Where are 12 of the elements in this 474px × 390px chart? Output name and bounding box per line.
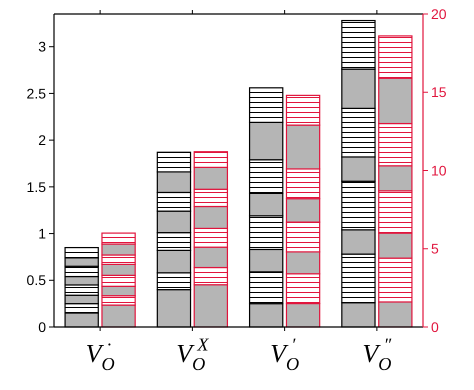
y-tick-label: 0 xyxy=(38,318,46,335)
y-tick-label: 2.5 xyxy=(26,85,46,102)
y2-tick-label: 0 xyxy=(431,318,439,335)
y-tick-label: 1.5 xyxy=(26,178,46,195)
y-tick-label: 1 xyxy=(38,225,46,242)
y-tick-label: 3 xyxy=(38,38,46,55)
y2-tick-label: 15 xyxy=(431,84,447,100)
y2-tick-label: 20 xyxy=(431,6,447,22)
y-tick-label: 2 xyxy=(38,132,46,148)
y2-tick-label: 10 xyxy=(431,162,447,178)
y-tick-label: 0.5 xyxy=(26,272,46,288)
y2-tick-label: 5 xyxy=(431,240,439,257)
